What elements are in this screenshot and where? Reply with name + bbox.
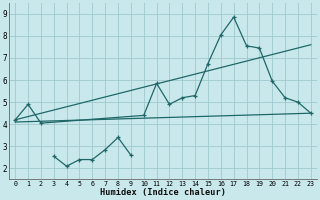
X-axis label: Humidex (Indice chaleur): Humidex (Indice chaleur) — [100, 188, 226, 197]
